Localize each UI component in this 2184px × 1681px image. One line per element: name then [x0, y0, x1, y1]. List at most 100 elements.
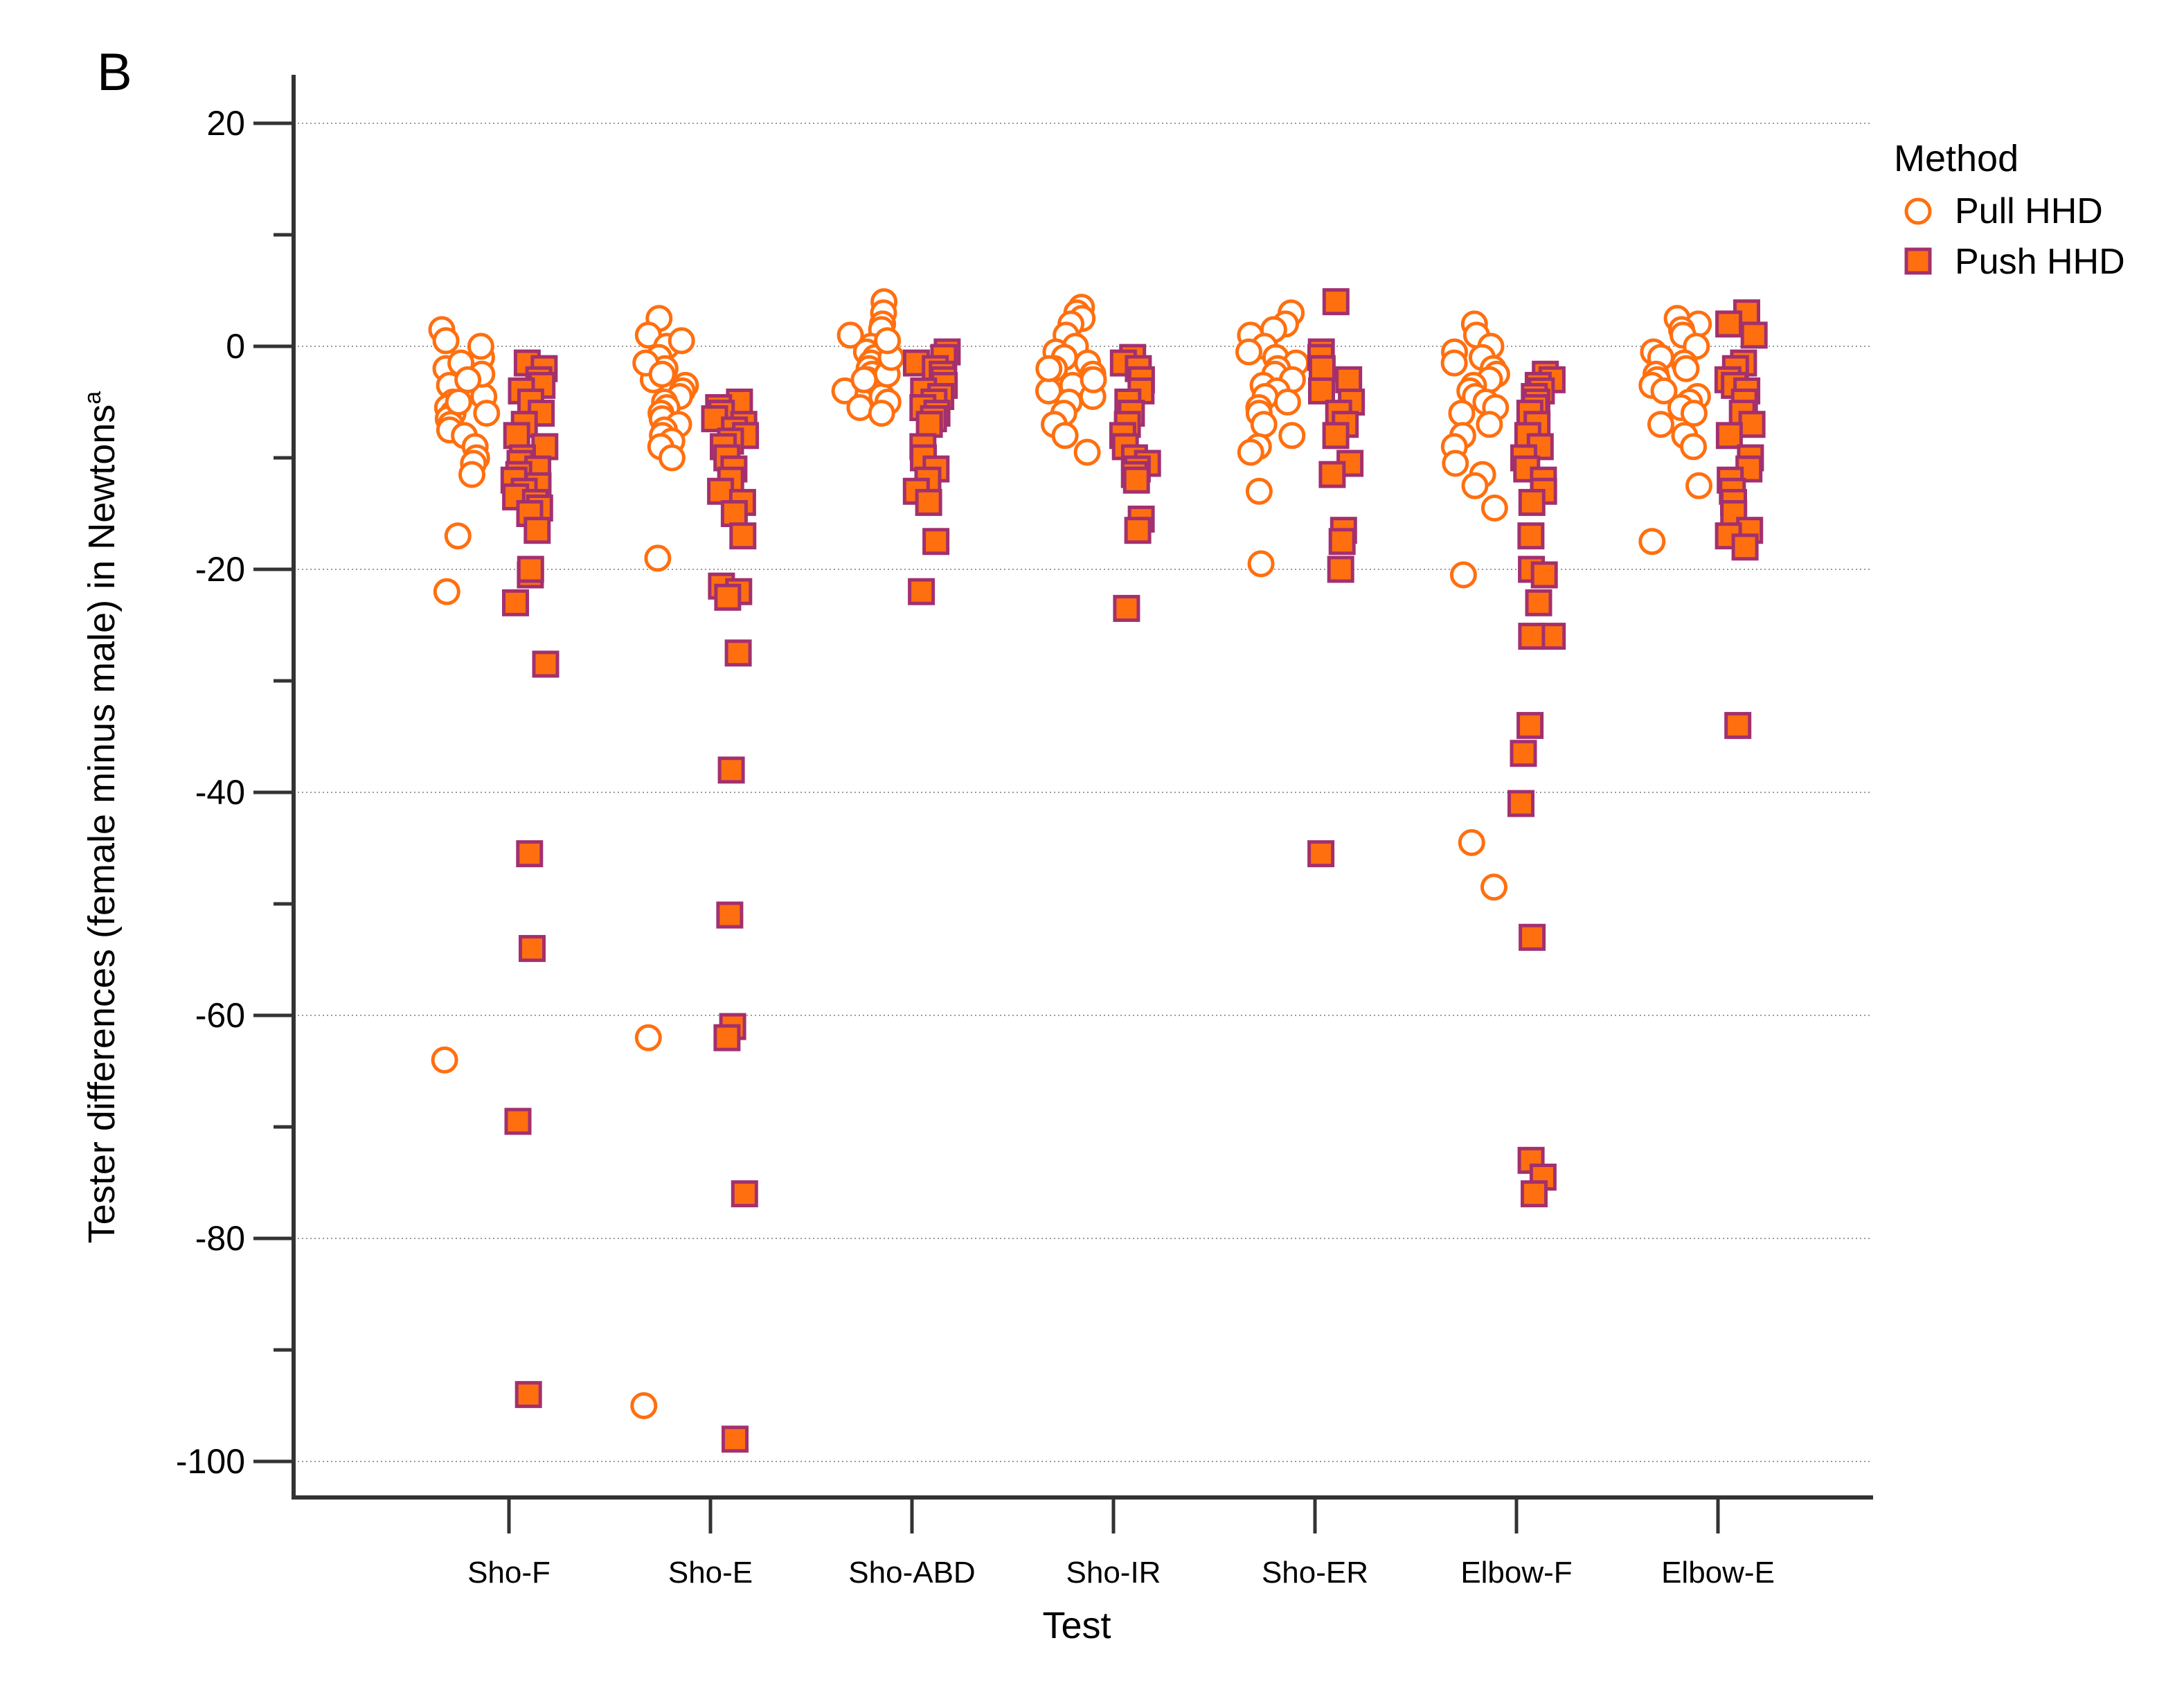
push-hhd-point: [729, 522, 757, 550]
pull-hhd-point: [1685, 472, 1712, 499]
push-hhd-point: [1307, 840, 1335, 868]
push-hhd-point: [514, 1380, 542, 1408]
push-hhd-point: [717, 756, 745, 784]
pull-hhd-point: [1035, 355, 1063, 382]
push-hhd-point: [519, 934, 546, 962]
pull-hhd-point: [1080, 366, 1107, 393]
push-hhd-point: [713, 1024, 741, 1051]
x-tick-label: Sho-IR: [1066, 1556, 1161, 1590]
push-hhd-point: [1308, 355, 1336, 382]
pull-hhd-point: [850, 366, 878, 393]
push-hhd-point: [1521, 1180, 1548, 1208]
pull-hhd-point: [1235, 338, 1262, 366]
y-tick-label: 20: [206, 104, 245, 143]
y-tick-label: -80: [195, 1219, 245, 1258]
push-hhd-point: [1113, 594, 1140, 622]
push-hhd-point: [922, 528, 950, 555]
push-hhd-point: [1308, 377, 1335, 404]
pull-hhd-point: [846, 394, 874, 421]
push-hhd-point: [1518, 623, 1546, 650]
pull-hhd-point: [1680, 400, 1708, 427]
pull-hhd-point: [1647, 411, 1674, 438]
pull-hhd-point: [467, 332, 494, 360]
pull-hhd-point: [444, 522, 472, 550]
pull-hhd-point: [1480, 495, 1508, 522]
pull-hhd-point: [1476, 411, 1503, 438]
push-hhd-point: [1124, 517, 1152, 544]
pull-hhd-point: [868, 400, 895, 427]
legend-pull-marker: [1904, 197, 1932, 225]
y-tick-label: -60: [195, 996, 245, 1035]
push-hhd-point: [523, 517, 551, 544]
push-hhd-point: [1731, 533, 1759, 561]
pull-hhd-point: [1278, 422, 1306, 450]
pull-hhd-point: [836, 321, 864, 349]
y-axis-title-superscript: a: [80, 391, 106, 404]
pull-hhd-point: [1448, 400, 1476, 427]
push-hhd-point: [1122, 466, 1150, 494]
pull-hhd-point: [1245, 477, 1273, 505]
push-hhd-point: [707, 477, 735, 505]
push-hhd-point: [1740, 321, 1768, 349]
push-hhd-point: [1322, 288, 1350, 316]
pull-hhd-point: [1449, 561, 1477, 589]
push-hhd-point: [1318, 461, 1346, 488]
legend-pull-label: Pull HHD: [1955, 191, 2103, 231]
pull-hhd-point: [473, 400, 501, 427]
push-hhd-point: [716, 901, 744, 929]
pull-hhd-point: [454, 366, 482, 393]
push-hhd-point: [731, 1180, 758, 1208]
push-hhd-point: [915, 411, 943, 438]
pull-hhd-point: [458, 461, 485, 488]
push-hhd-point: [1517, 522, 1545, 550]
pull-hhd-point: [1250, 411, 1278, 438]
y-tick-label: -100: [176, 1442, 245, 1481]
x-tick-label: Elbow-F: [1460, 1556, 1572, 1590]
push-hhd-point: [1738, 411, 1766, 438]
x-tick-label: Elbow-E: [1661, 1556, 1775, 1590]
push-hhd-point: [1327, 555, 1354, 583]
y-axis-title: Tester differences (female minus male) i…: [80, 391, 123, 1244]
legend-push-label: Push HHD: [1955, 242, 2125, 282]
pull-hhd-point: [1480, 873, 1507, 901]
pull-hhd-point: [1442, 450, 1469, 477]
push-hhd-point: [1724, 711, 1752, 739]
axes: [253, 75, 1873, 1533]
push-hhd-point: [908, 578, 936, 605]
pull-hhd-point: [874, 327, 902, 355]
push-hhd-point: [1530, 561, 1558, 589]
push-hhd-point: [532, 650, 560, 678]
push-hhd-point: [722, 1425, 749, 1453]
x-tick-label: Sho-ER: [1262, 1556, 1368, 1590]
pull-hhd-point: [658, 444, 686, 472]
push-hhd-point: [720, 500, 748, 527]
pull-hhd-point: [1680, 433, 1707, 461]
push-hhd-point: [1715, 422, 1743, 450]
push-hhd-point: [517, 555, 544, 583]
push-hhd-point: [1519, 923, 1546, 951]
legend-push-marker: [1904, 247, 1932, 275]
push-hhd-point: [1516, 711, 1544, 739]
push-hhd-point: [1715, 310, 1743, 338]
push-hhd-point: [724, 639, 752, 667]
y-tick-label: 0: [226, 327, 245, 366]
pull-hhd-point: [431, 1046, 458, 1074]
y-axis-title-main: Tester differences (female minus male) i…: [81, 404, 123, 1244]
x-axis-title: Test: [1042, 1605, 1111, 1646]
pull-hhd-point: [1458, 829, 1485, 856]
y-tick-labels: 20 0 -20 -40 -60 -80 -100: [176, 104, 245, 1481]
x-tick-labels: Sho-F Sho-E Sho-ABD Sho-IR Sho-ER Elbow-F Elbo…: [467, 1556, 1775, 1590]
grid-layer: [294, 123, 1870, 1462]
pull-hhd-point: [644, 544, 672, 572]
panel-label: B: [97, 43, 132, 102]
pull-hhd-point: [432, 327, 460, 355]
pull-hhd-point: [1461, 472, 1489, 499]
push-hhd-point: [1322, 422, 1350, 450]
x-tick-label: Sho-F: [467, 1556, 551, 1590]
push-hhd-point: [531, 433, 559, 461]
pull-hhd-point: [1672, 355, 1700, 382]
pull-hhd-point: [668, 327, 695, 355]
pull-hhd-point: [1237, 438, 1264, 466]
pull-hhd-point: [433, 578, 460, 605]
